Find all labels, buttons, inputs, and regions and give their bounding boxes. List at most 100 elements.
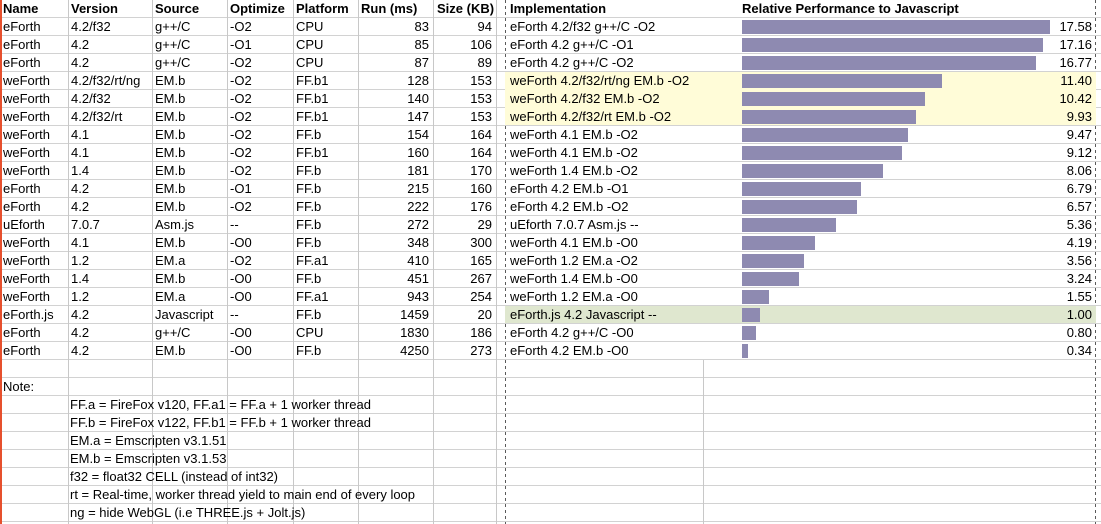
note-line[interactable]: ng = hide WebGL (i.e THREE.js + Jolt.js) xyxy=(70,505,306,520)
cell-source[interactable]: Asm.js xyxy=(155,217,194,232)
cell-rel-perf[interactable]: 16.77 xyxy=(1059,55,1092,70)
cell-version[interactable]: 1.4 xyxy=(71,163,90,178)
cell-version[interactable]: 4.2/f32 xyxy=(71,91,111,106)
cell-optimize[interactable]: -O2 xyxy=(230,253,252,268)
cell-optimize[interactable]: -O2 xyxy=(230,55,252,70)
cell-rel-perf[interactable]: 17.58 xyxy=(1059,19,1092,34)
cell-version[interactable]: 4.2 xyxy=(71,37,90,52)
cell-platform[interactable]: FF.b1 xyxy=(296,91,329,106)
cell-platform[interactable]: FF.a1 xyxy=(296,289,329,304)
cell-source[interactable]: EM.b xyxy=(155,145,186,160)
cell-version[interactable]: 4.2 xyxy=(71,199,90,214)
cell-platform[interactable]: FF.b1 xyxy=(296,73,329,88)
cell-source[interactable]: g++/C xyxy=(155,19,191,34)
cell-optimize[interactable]: -O0 xyxy=(230,289,252,304)
cell-size[interactable]: 300 xyxy=(470,235,492,250)
note-line[interactable]: FF.a = FireFox v120, FF.a1 = FF.a + 1 wo… xyxy=(70,397,371,412)
header-source[interactable]: Source xyxy=(155,1,200,16)
cell-optimize[interactable]: -O0 xyxy=(230,325,252,340)
cell-name[interactable]: weForth xyxy=(3,127,50,142)
cell-platform[interactable]: FF.b1 xyxy=(296,109,329,124)
cell-rel-perf[interactable]: 8.06 xyxy=(1066,163,1092,178)
cell-source[interactable]: g++/C xyxy=(155,55,191,70)
cell-platform[interactable]: CPU xyxy=(296,19,324,34)
cell-source[interactable]: EM.b xyxy=(155,343,186,358)
header-platform[interactable]: Platform xyxy=(296,1,349,16)
cell-optimize[interactable]: -O1 xyxy=(230,181,252,196)
cell-version[interactable]: 4.2/f32/rt/ng xyxy=(71,73,141,88)
cell-name[interactable]: eForth xyxy=(3,37,41,52)
cell-size[interactable]: 254 xyxy=(470,289,492,304)
header-optimize[interactable]: Optimize xyxy=(230,1,285,16)
cell-implementation[interactable]: uEforth 7.0.7 Asm.js -- xyxy=(510,217,639,232)
cell-implementation[interactable]: eForth 4.2 EM.b -O1 xyxy=(510,181,629,196)
cell-version[interactable]: 4.2/f32 xyxy=(71,19,111,34)
note-line[interactable]: FF.b = FireFox v122, FF.b1 = FF.b + 1 wo… xyxy=(70,415,371,430)
cell-platform[interactable]: FF.b xyxy=(296,181,322,196)
cell-run[interactable]: 943 xyxy=(407,289,429,304)
cell-size[interactable]: 94 xyxy=(477,19,492,34)
cell-rel-perf[interactable]: 3.24 xyxy=(1066,271,1092,286)
cell-name[interactable]: weForth xyxy=(3,235,50,250)
cell-implementation[interactable]: weForth 1.4 EM.b -O0 xyxy=(510,271,638,286)
cell-source[interactable]: EM.b xyxy=(155,235,186,250)
cell-rel-perf[interactable]: 0.80 xyxy=(1066,325,1092,340)
header-version[interactable]: Version xyxy=(71,1,118,16)
cell-platform[interactable]: CPU xyxy=(296,37,324,52)
cell-name[interactable]: weForth xyxy=(3,91,50,106)
cell-run[interactable]: 4250 xyxy=(400,343,429,358)
cell-name[interactable]: weForth xyxy=(3,73,50,88)
header-run-ms[interactable]: Run (ms) xyxy=(361,1,418,16)
cell-size[interactable]: 186 xyxy=(470,325,492,340)
cell-size[interactable]: 273 xyxy=(470,343,492,358)
cell-implementation[interactable]: weForth 4.2/f32 EM.b -O2 xyxy=(510,91,660,106)
cell-size[interactable]: 164 xyxy=(470,127,492,142)
cell-optimize[interactable]: -O2 xyxy=(230,19,252,34)
cell-implementation[interactable]: weForth 4.1 EM.b -O2 xyxy=(510,145,638,160)
cell-rel-perf[interactable]: 10.42 xyxy=(1059,91,1092,106)
cell-name[interactable]: weForth xyxy=(3,253,50,268)
cell-name[interactable]: eForth xyxy=(3,343,41,358)
cell-rel-perf[interactable]: 6.57 xyxy=(1066,199,1092,214)
cell-run[interactable]: 222 xyxy=(407,199,429,214)
cell-version[interactable]: 4.2 xyxy=(71,307,90,322)
cell-version[interactable]: 4.2 xyxy=(71,55,90,70)
cell-rel-perf[interactable]: 17.16 xyxy=(1059,37,1092,52)
cell-implementation[interactable]: weForth 4.2/f32/rt/ng EM.b -O2 xyxy=(510,73,690,88)
cell-platform[interactable]: FF.b1 xyxy=(296,145,329,160)
cell-version[interactable]: 1.2 xyxy=(71,253,90,268)
cell-source[interactable]: EM.b xyxy=(155,91,186,106)
cell-implementation[interactable]: weForth 4.1 EM.b -O0 xyxy=(510,235,638,250)
cell-run[interactable]: 410 xyxy=(407,253,429,268)
cell-source[interactable]: EM.a xyxy=(155,253,186,268)
cell-name[interactable]: eForth xyxy=(3,325,41,340)
cell-run[interactable]: 160 xyxy=(407,145,429,160)
header-implementation[interactable]: Implementation xyxy=(510,1,607,16)
cell-run[interactable]: 140 xyxy=(407,91,429,106)
cell-implementation[interactable]: eForth.js 4.2 Javascript -- xyxy=(510,307,657,322)
cell-rel-perf[interactable]: 5.36 xyxy=(1066,217,1092,232)
cell-name[interactable]: eForth xyxy=(3,55,41,70)
cell-name[interactable]: eForth xyxy=(3,181,41,196)
cell-name[interactable]: weForth xyxy=(3,163,50,178)
cell-run[interactable]: 154 xyxy=(407,127,429,142)
cell-optimize[interactable]: -- xyxy=(230,307,239,322)
cell-rel-perf[interactable]: 9.93 xyxy=(1066,109,1092,124)
cell-name[interactable]: weForth xyxy=(3,109,50,124)
note-label[interactable]: Note: xyxy=(3,379,35,394)
cell-version[interactable]: 4.1 xyxy=(71,145,90,160)
cell-optimize[interactable]: -O2 xyxy=(230,199,252,214)
note-line[interactable]: EM.a = Emscripten v3.1.51 xyxy=(70,433,227,448)
cell-platform[interactable]: FF.b xyxy=(296,307,322,322)
cell-version[interactable]: 4.1 xyxy=(71,235,90,250)
cell-name[interactable]: weForth xyxy=(3,145,50,160)
cell-optimize[interactable]: -O2 xyxy=(230,91,252,106)
cell-implementation[interactable]: eForth 4.2 EM.b -O2 xyxy=(510,199,629,214)
cell-name[interactable]: weForth xyxy=(3,271,50,286)
cell-rel-perf[interactable]: 4.19 xyxy=(1066,235,1092,250)
cell-implementation[interactable]: eForth 4.2 g++/C -O0 xyxy=(510,325,634,340)
cell-source[interactable]: EM.b xyxy=(155,163,186,178)
cell-size[interactable]: 153 xyxy=(470,73,492,88)
cell-rel-perf[interactable]: 9.12 xyxy=(1066,145,1092,160)
cell-run[interactable]: 85 xyxy=(414,37,429,52)
